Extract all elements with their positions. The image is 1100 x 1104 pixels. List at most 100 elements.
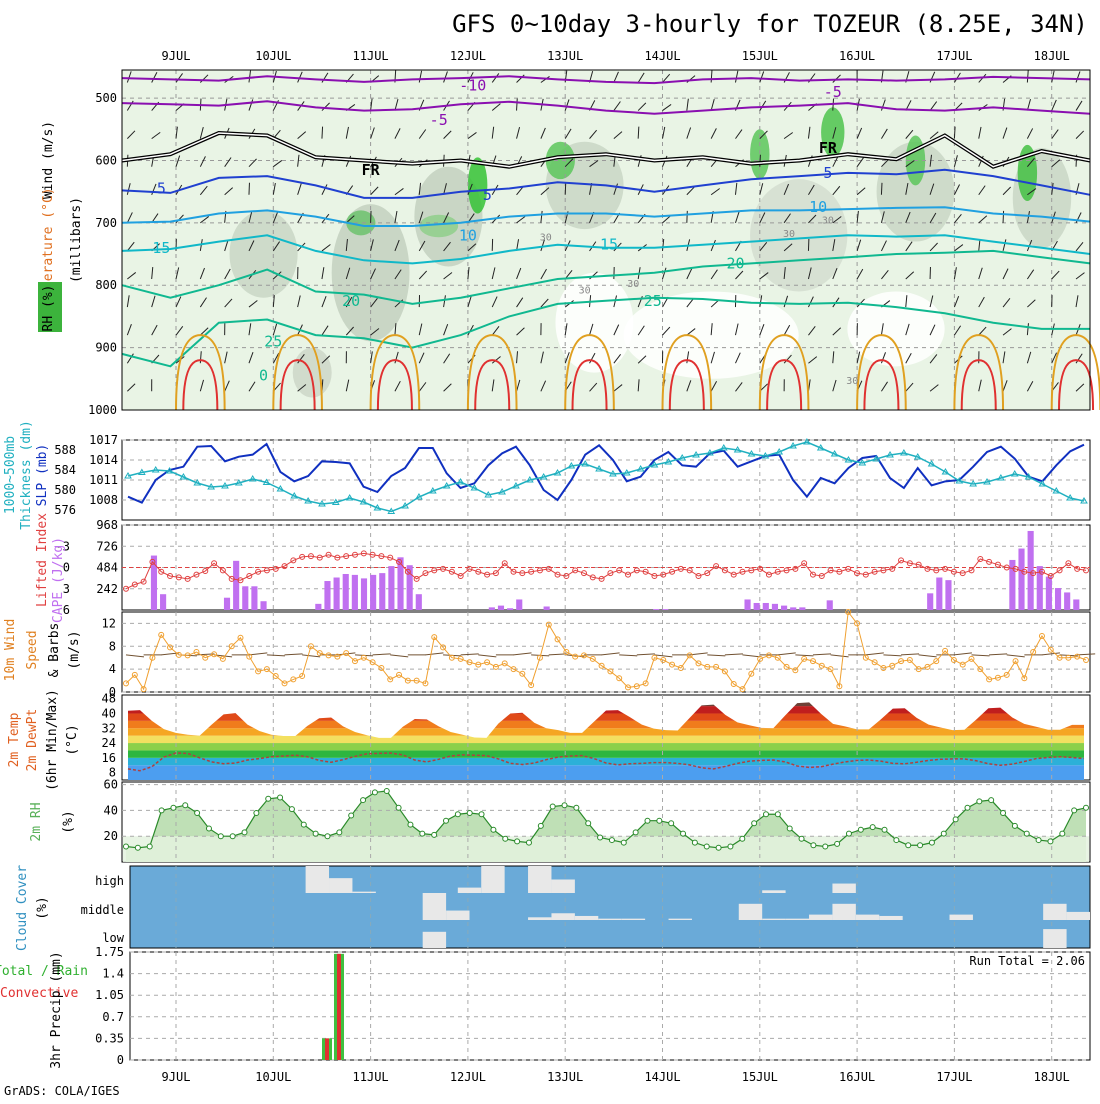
wind-label-4: (m/s): [67, 630, 82, 669]
contour-label-13: 20: [342, 292, 360, 310]
cape-bar: [507, 608, 513, 610]
cloud-bar-low: [1043, 929, 1066, 948]
rh-point: [941, 831, 946, 836]
contour-label-20: 30: [627, 279, 639, 290]
temp-label-4: (°C): [65, 724, 80, 755]
upper-wind-barb: [638, 127, 639, 139]
cloud-tick-high: high: [95, 874, 124, 888]
rh-label-2: (%): [61, 810, 76, 833]
rh-point: [313, 831, 318, 836]
chart-title: GFS 0~10day 3-hourly for TOZEUR (8.25E, …: [452, 10, 1088, 38]
temp-tick-40: 40: [102, 706, 116, 720]
precip-panel-frame: [130, 952, 1090, 1060]
cape-label: CAPE (J/kg): [51, 537, 66, 623]
cape-bar: [544, 606, 550, 610]
rh-point: [775, 812, 780, 817]
cape-bar: [233, 561, 239, 610]
cloud-panel-frame: [130, 866, 1090, 948]
top-date-label-16JUL: 16JUL: [839, 49, 875, 63]
cape-bar: [772, 604, 778, 610]
rh-point: [550, 804, 555, 809]
cape-bar: [936, 578, 942, 610]
bottom-date-label-13JUL: 13JUL: [547, 1070, 583, 1084]
pressure-tick-600: 600: [95, 153, 117, 167]
upper-wind-barb: [517, 99, 518, 111]
rh-point: [1036, 838, 1041, 843]
rh-point: [455, 812, 460, 817]
contour-label-1: -5: [430, 111, 448, 129]
wind-tick-8: 8: [109, 639, 116, 653]
cloud-bar-middle: [832, 904, 855, 920]
cloud-bar-high: [481, 866, 504, 893]
contour-label-11: 15: [600, 236, 618, 254]
precip-tick-0.35: 0.35: [95, 1031, 124, 1045]
rh-point: [1048, 839, 1053, 844]
top-date-label-9JUL: 9JUL: [162, 49, 191, 63]
cape-bar: [653, 609, 659, 610]
top-date-label-14JUL: 14JUL: [644, 49, 680, 63]
cloud-bar-middle: [762, 919, 785, 920]
cape-bar: [388, 566, 394, 610]
rh-point: [420, 831, 425, 836]
rh-point: [432, 832, 437, 837]
cape-bar: [827, 600, 833, 610]
rh-point: [278, 795, 283, 800]
rh-point: [586, 821, 591, 826]
precip-tick-1.05: 1.05: [95, 988, 124, 1002]
cape-bar: [334, 578, 340, 610]
cape-bar: [1055, 588, 1061, 610]
rh-point: [1072, 808, 1077, 813]
pressure-tick-900: 900: [95, 341, 117, 355]
cloud-bar-middle: [528, 917, 551, 920]
rh-point: [1084, 805, 1089, 810]
cape-bar: [370, 575, 376, 610]
bottom-date-label-9JUL: 9JUL: [162, 1070, 191, 1084]
precip-tick-0.7: 0.7: [102, 1010, 124, 1024]
cloud-bar-high: [329, 878, 352, 893]
cloud-bar-middle: [1043, 904, 1066, 920]
cloud-label-2: (%): [35, 896, 50, 919]
temp-label-3: (6hr Min/Max): [45, 689, 60, 791]
rh-tick-60: 60: [104, 778, 118, 792]
rh-point: [444, 818, 449, 823]
rh-point: [408, 822, 413, 827]
cloud-bar-middle: [950, 915, 973, 920]
rh-point: [953, 817, 958, 822]
rh-point: [147, 844, 152, 849]
cape-bar: [379, 573, 385, 610]
slp-tick-1011: 1011: [89, 473, 118, 487]
cloud-bar-high: [528, 866, 551, 893]
precip-label-convective: Convective: [0, 986, 78, 1001]
temp-label-2: 2m DewPt: [25, 709, 40, 772]
temp-tick-48: 48: [102, 692, 116, 706]
rh-point: [692, 840, 697, 845]
cape-bar: [498, 606, 504, 610]
cape-bar: [343, 574, 349, 610]
rh-point: [835, 841, 840, 846]
rh-point: [218, 834, 223, 839]
bottom-date-label-11JUL: 11JUL: [353, 1070, 389, 1084]
rh-point: [965, 805, 970, 810]
precip-tick-1.75: 1.75: [95, 945, 124, 959]
cape-bar: [744, 599, 750, 610]
precip-label-total: Total / Rain: [0, 964, 88, 979]
rh-point: [159, 808, 164, 813]
cape-bar: [315, 604, 321, 610]
rh-tick-40: 40: [104, 803, 118, 817]
chart-title-text: GFS 0~10day 3-hourly for TOZEUR (8.25E, …: [452, 10, 1088, 38]
upper-wind-barb: [954, 127, 955, 139]
rh-point: [882, 827, 887, 832]
thickness-tick-576: 576: [54, 503, 76, 517]
bottom-date-label-17JUL: 17JUL: [936, 1070, 972, 1084]
temp-band-0: [122, 765, 1090, 780]
contour-label-4: -5: [824, 83, 842, 101]
cloud-bar-middle: [551, 913, 574, 920]
cape-bar: [251, 586, 257, 610]
cloud-bar-high: [306, 866, 329, 893]
rh-point: [716, 845, 721, 850]
contour-label-19: 30: [822, 215, 834, 226]
rh-point: [799, 836, 804, 841]
contour-label-9: 10: [809, 198, 827, 216]
